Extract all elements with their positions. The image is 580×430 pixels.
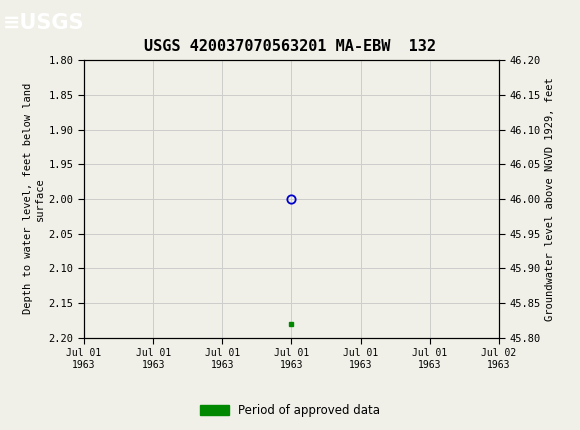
Legend: Period of approved data: Period of approved data xyxy=(195,399,385,422)
Y-axis label: Depth to water level, feet below land
surface: Depth to water level, feet below land su… xyxy=(23,83,45,314)
Y-axis label: Groundwater level above NGVD 1929, feet: Groundwater level above NGVD 1929, feet xyxy=(545,77,554,321)
Text: USGS 420037070563201 MA-EBW  132: USGS 420037070563201 MA-EBW 132 xyxy=(144,39,436,54)
Text: ≡USGS: ≡USGS xyxy=(3,12,85,33)
